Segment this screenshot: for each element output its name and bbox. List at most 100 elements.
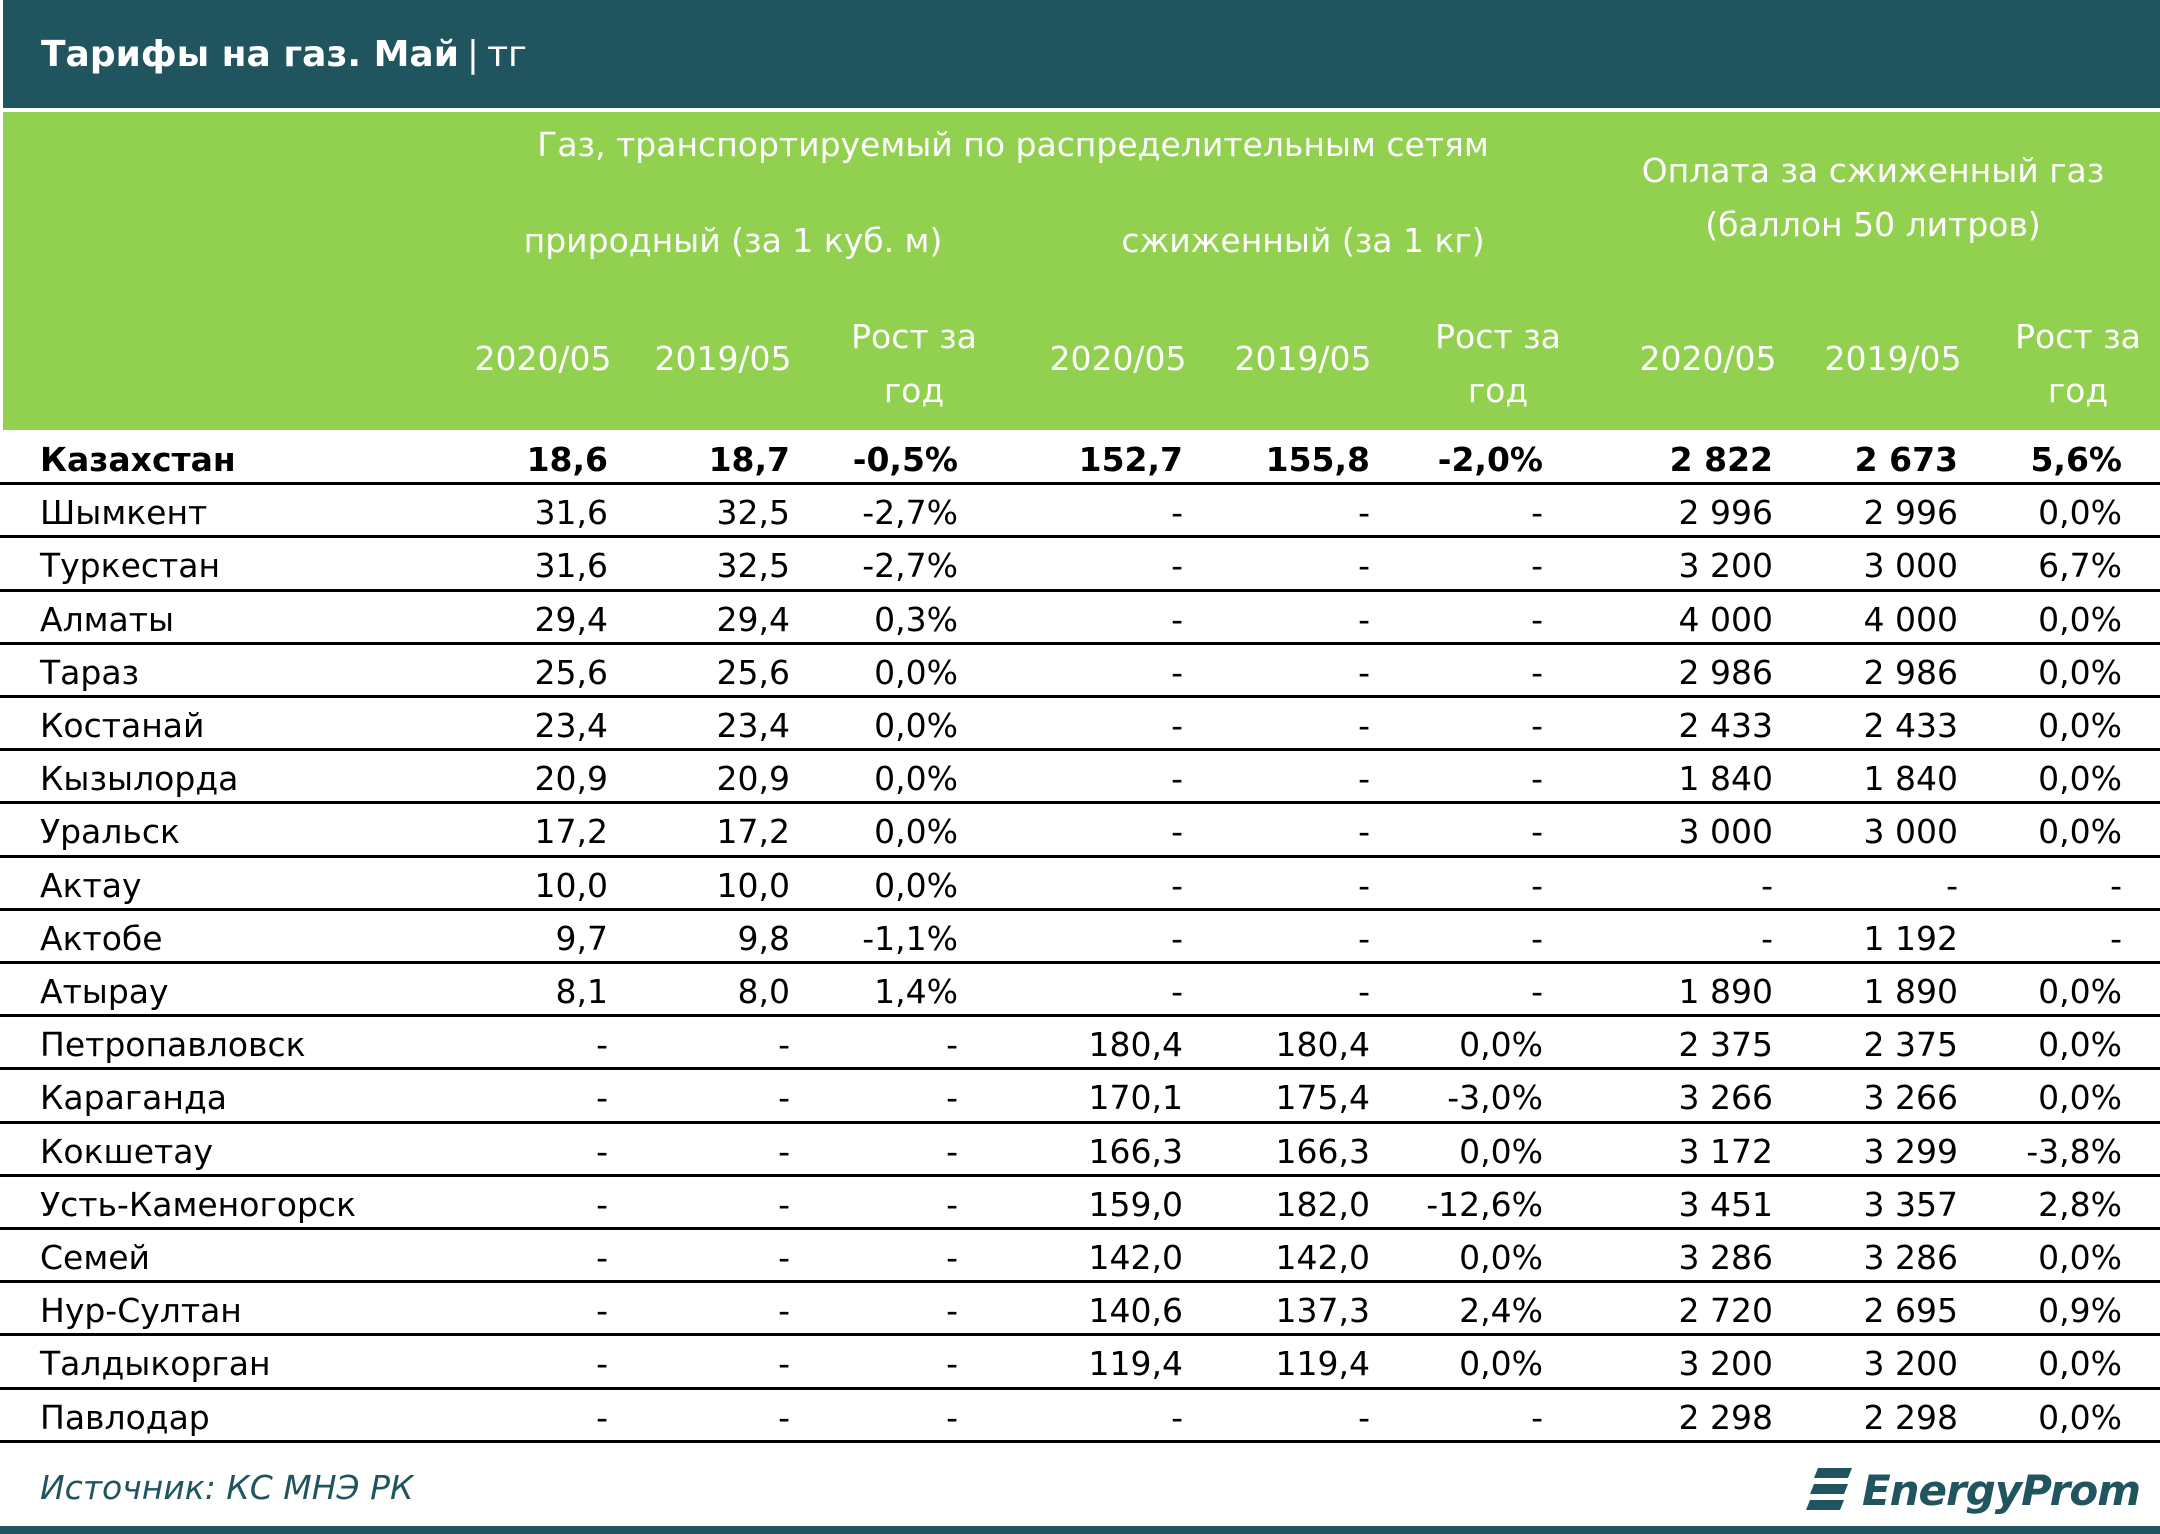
header-col-growth-cylinder: Рост за год	[2015, 317, 2141, 410]
cell-cylinder-2020: 2 375	[1678, 1025, 1773, 1065]
cell-cylinder-growth: 0,0%	[2038, 652, 2122, 692]
cell-natural-2019: -	[778, 1344, 790, 1384]
title-unit: тг	[487, 34, 527, 75]
cell-natural-2019: -	[778, 1078, 790, 1118]
header-sub-natural: природный (за 1 куб. м)	[523, 221, 943, 260]
cell-cylinder-growth: 0,0%	[2038, 1344, 2122, 1384]
cell-liquefied-growth: -	[1531, 493, 1543, 533]
cell-cylinder-2019: 3 000	[1863, 546, 1958, 586]
cell-cylinder-growth: 0,0%	[2038, 706, 2122, 745]
cell-cylinder-growth: -	[2110, 918, 2122, 958]
cell-cylinder-2019: 1 840	[1863, 759, 1958, 799]
cell-liquefied-2020: -	[1171, 865, 1183, 905]
cell-cylinder-2019: 3 357	[1863, 1184, 1958, 1224]
cell-cylinder-2020: 2 822	[1669, 440, 1773, 479]
cell-liquefied-growth: -2,0%	[1437, 440, 1543, 479]
source-note: Источник: КС МНЭ РК	[40, 1468, 414, 1507]
cell-natural-2019: -	[778, 1397, 790, 1437]
cell-liquefied-2020: -	[1171, 599, 1183, 639]
cell-natural-2020: -	[596, 1184, 608, 1224]
cell-natural-2019: -	[778, 1131, 790, 1171]
cell-liquefied-2019: 166,3	[1275, 1131, 1370, 1171]
cell-cylinder-2020: 3 266	[1678, 1078, 1773, 1118]
header-col-2020-natural: 2020/05	[474, 339, 612, 378]
cell-natural-2019: -	[778, 1291, 790, 1331]
cell-natural-growth: -	[946, 1131, 958, 1171]
cell-liquefied-growth: -12,6%	[1426, 1184, 1543, 1224]
cell-liquefied-2019: -	[1358, 652, 1370, 692]
cell-cylinder-2020: 3 200	[1678, 546, 1773, 586]
cell-natural-2020: 10,0	[534, 865, 608, 905]
cell-liquefied-2020: -	[1171, 759, 1183, 799]
region-name: Нур-Султан	[40, 1291, 242, 1331]
cell-natural-growth: 0,0%	[874, 652, 958, 692]
cell-liquefied-2019: 175,4	[1275, 1078, 1370, 1118]
cell-cylinder-2019: 2 375	[1863, 1025, 1958, 1065]
region-name: Талдыкорган	[40, 1344, 271, 1384]
cell-natural-2019: 23,4	[716, 706, 790, 745]
cell-liquefied-2019: 119,4	[1275, 1344, 1370, 1384]
cell-natural-2020: -	[596, 1131, 608, 1171]
cell-cylinder-2020: 1 890	[1678, 972, 1773, 1011]
region-name: Костанай	[40, 706, 205, 745]
cell-liquefied-2020: -	[1171, 812, 1183, 852]
cell-cylinder-2019: 2 986	[1863, 652, 1958, 692]
cell-liquefied-growth: -	[1531, 812, 1543, 852]
cell-natural-2019: -	[778, 1184, 790, 1224]
cell-natural-growth: -	[946, 1238, 958, 1277]
cell-liquefied-growth: -3,0%	[1447, 1078, 1543, 1118]
region-name: Алматы	[40, 599, 175, 639]
cell-natural-2019: 10,0	[716, 865, 790, 905]
cell-cylinder-2019: 2 433	[1863, 706, 1958, 745]
cell-natural-growth: -	[946, 1184, 958, 1224]
cell-liquefied-2020: -	[1171, 706, 1183, 745]
cell-cylinder-2020: 1 840	[1678, 759, 1773, 799]
row-divider	[0, 961, 2160, 964]
cell-cylinder-2019: -	[1946, 865, 1958, 905]
cell-natural-2019: -	[778, 1025, 790, 1065]
cell-liquefied-2019: -	[1358, 918, 1370, 958]
row-divider	[0, 748, 2160, 752]
cell-natural-2020: 25,6	[534, 652, 608, 692]
cell-liquefied-2019: -	[1358, 493, 1370, 533]
cell-cylinder-2020: 3 172	[1678, 1131, 1773, 1171]
header-group-distribution: Газ, транспортируемый по распределительн…	[537, 125, 1489, 164]
row-divider	[0, 695, 2160, 698]
cell-cylinder-2020: 2 433	[1678, 706, 1773, 745]
row-divider	[0, 535, 2160, 539]
cell-natural-growth: -	[946, 1344, 958, 1384]
row-divider	[0, 1439, 2160, 1443]
cell-liquefied-2019: 142,0	[1275, 1238, 1370, 1277]
row-divider	[0, 1173, 2160, 1177]
cell-natural-growth: 0,0%	[874, 812, 958, 852]
cell-liquefied-growth: -	[1531, 865, 1543, 905]
cell-natural-growth: 0,3%	[874, 599, 958, 639]
cell-cylinder-growth: 0,0%	[2038, 599, 2122, 639]
energyprom-logo-text: EnergyProm	[1861, 1465, 2141, 1515]
title-separator: |	[466, 34, 480, 75]
cell-natural-growth: 1,4%	[874, 972, 958, 1011]
cell-liquefied-2019: -	[1358, 812, 1370, 852]
cell-natural-2020: 20,9	[534, 759, 608, 799]
region-name: Павлодар	[40, 1397, 210, 1437]
cell-cylinder-2020: 2 996	[1678, 493, 1773, 533]
row-divider	[0, 588, 2160, 592]
cell-cylinder-growth: -3,8%	[2026, 1131, 2122, 1171]
cell-liquefied-growth: -	[1531, 972, 1543, 1011]
cell-cylinder-2019: 2 298	[1863, 1397, 1958, 1437]
cell-cylinder-growth: 0,0%	[2038, 759, 2122, 799]
cell-liquefied-2019: 182,0	[1275, 1184, 1370, 1224]
cell-liquefied-2019: -	[1358, 972, 1370, 1011]
cell-cylinder-growth: 0,0%	[2038, 972, 2122, 1011]
cell-liquefied-2019: -	[1358, 759, 1370, 799]
cell-natural-2020: -	[596, 1238, 608, 1277]
cell-natural-growth: -	[946, 1025, 958, 1065]
header-col-2020-liquefied: 2020/05	[1049, 339, 1187, 378]
cell-natural-2019: 32,5	[716, 493, 790, 533]
cell-natural-2019: 29,4	[716, 599, 790, 639]
row-divider	[0, 1014, 2160, 1018]
cell-liquefied-2020: 180,4	[1088, 1025, 1183, 1065]
row-divider	[0, 1280, 2160, 1284]
cell-liquefied-2020: 140,6	[1088, 1291, 1183, 1331]
row-divider	[0, 907, 2160, 911]
